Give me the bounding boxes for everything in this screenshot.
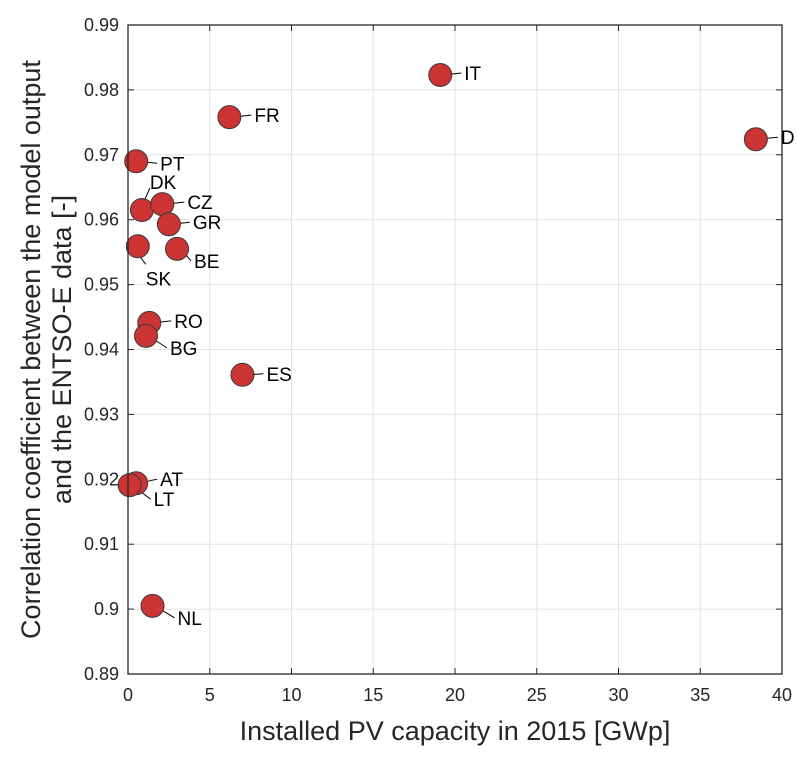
- x-tick-label: 30: [608, 685, 628, 705]
- data-point-be: [165, 236, 190, 261]
- point-label-fr: FR: [254, 106, 279, 127]
- y-tick-label: 0.96: [84, 210, 119, 230]
- data-point-gr: [156, 212, 181, 237]
- data-point-fr: [217, 105, 242, 130]
- x-tick-label: 40: [772, 685, 792, 705]
- y-tick-label: 0.97: [84, 145, 119, 165]
- y-axis-title-line-2: and the ENTSO-E data [-]: [47, 195, 77, 504]
- y-tick-label: 0.91: [84, 534, 119, 554]
- x-tick-label: 25: [527, 685, 547, 705]
- data-point-d: [743, 127, 768, 152]
- leader-line-fr: [240, 114, 252, 117]
- point-label-at: AT: [160, 470, 183, 491]
- leader-line-cz: [173, 201, 185, 204]
- x-tick-label: 35: [690, 685, 710, 705]
- data-point-bg: [133, 323, 158, 348]
- y-tick-label: 0.98: [84, 80, 119, 100]
- leader-line-nl: [162, 610, 175, 619]
- data-point-pt: [124, 149, 149, 174]
- data-point-dk: [129, 197, 154, 222]
- point-label-dk: DK: [150, 173, 177, 194]
- y-tick-label: 0.95: [84, 275, 119, 295]
- data-point-it: [428, 62, 453, 87]
- leader-line-at: [147, 478, 158, 482]
- y-tick-label: 0.93: [84, 404, 119, 424]
- point-label-be: BE: [194, 252, 219, 273]
- point-label-ro: RO: [174, 312, 203, 333]
- leader-line-it: [451, 72, 462, 75]
- data-points: [117, 62, 768, 618]
- y-tick-label: 0.94: [84, 340, 119, 360]
- leader-line-sk: [140, 257, 147, 265]
- leader-line-gr: [180, 221, 190, 224]
- leader-line-pt: [147, 161, 158, 164]
- leader-line-ro: [160, 320, 172, 323]
- x-tick-label: 20: [445, 685, 465, 705]
- data-point-nl: [140, 593, 165, 618]
- y-tick-label: 0.9: [94, 599, 119, 619]
- x-tick-label: 0: [123, 685, 133, 705]
- point-label-lt: LT: [154, 490, 175, 511]
- point-label-it: IT: [464, 64, 481, 85]
- leader-line-es: [253, 373, 264, 375]
- y-axis-title-line-1: Correlation coefficient between the mode…: [16, 60, 46, 639]
- x-axis-title: Installed PV capacity in 2015 [GWp]: [240, 716, 671, 746]
- point-label-sk: SK: [146, 269, 172, 290]
- point-label-es: ES: [266, 365, 291, 386]
- leader-line-dk: [144, 187, 151, 200]
- leader-line-bg: [156, 340, 168, 349]
- point-label-bg: BG: [170, 339, 197, 360]
- y-tick-label: 0.89: [84, 664, 119, 684]
- grid-lines: [127, 24, 783, 675]
- data-point-cz: [150, 192, 175, 217]
- point-label-gr: GR: [193, 213, 222, 234]
- point-label-d: D: [781, 128, 795, 149]
- x-tick-label: 15: [363, 685, 383, 705]
- data-point-sk: [125, 234, 150, 259]
- leader-line-d: [767, 136, 778, 139]
- y-tick-label: 0.92: [84, 469, 119, 489]
- y-tick-label: 0.99: [84, 15, 119, 35]
- data-point-lt: [117, 473, 142, 498]
- x-tick-label: 5: [205, 685, 215, 705]
- data-point-es: [230, 362, 255, 387]
- point-label-nl: NL: [178, 609, 202, 630]
- point-label-pt: PT: [160, 154, 185, 175]
- x-tick-label: 10: [281, 685, 301, 705]
- point-label-cz: CZ: [187, 193, 213, 214]
- y-tick-labels: 0.89 0.9 0.91 0.92 0.93 0.94 0.95 0.96 0.97 0.98 0…: [84, 15, 119, 684]
- leader-line-be: [186, 255, 192, 262]
- x-tick-labels: 0 5 10 15 20 25 30 35 40: [123, 685, 792, 705]
- axes-box: [127, 24, 783, 675]
